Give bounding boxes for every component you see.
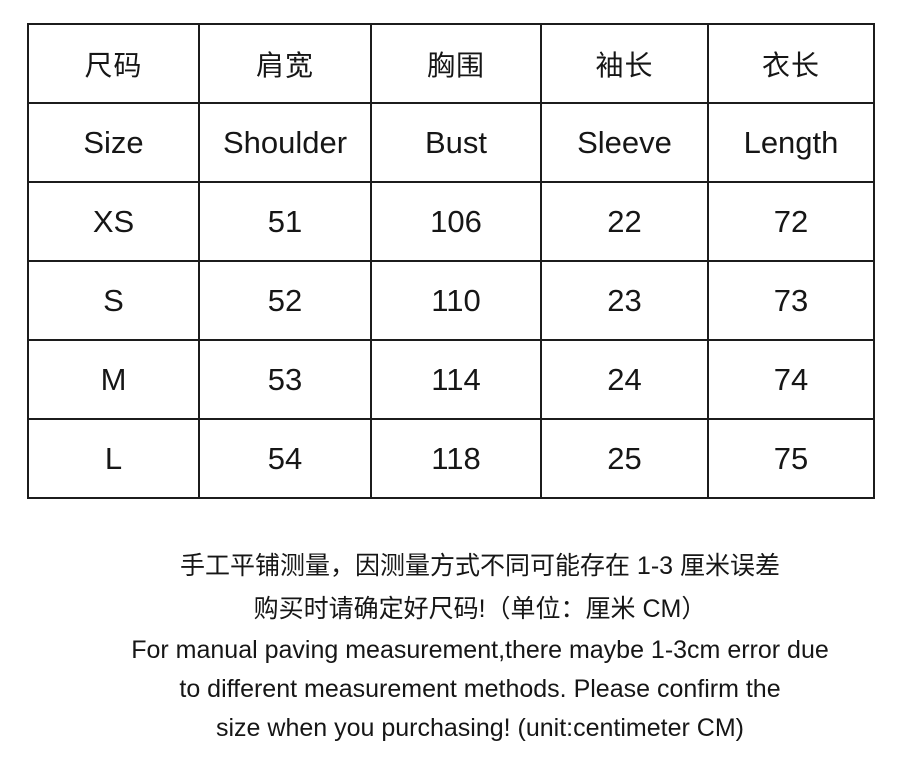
measurement-notes: 手工平铺测量，因测量方式不同可能存在 1-3 厘米误差 购买时请确定好尺码!（单… [0,545,900,748]
header-zh-size: 尺码 [27,23,200,104]
header-en-length: Length [707,102,875,183]
table-row-xs: XS 51 106 22 72 [27,181,875,262]
cell-m-sleeve: 24 [540,339,709,420]
header-zh-shoulder: 肩宽 [198,23,372,104]
header-zh-length: 衣长 [707,23,875,104]
cell-l-size: L [27,418,200,499]
note-line-en-2: to different measurement methods. Please… [179,675,781,703]
table-row-l: L 54 118 25 75 [27,418,875,499]
cell-s-shoulder: 52 [198,260,372,341]
cell-s-sleeve: 23 [540,260,709,341]
cell-l-shoulder: 54 [198,418,372,499]
cell-xs-shoulder: 51 [198,181,372,262]
header-en-size: Size [27,102,200,183]
cell-l-length: 75 [707,418,875,499]
cell-l-bust: 118 [370,418,542,499]
size-chart-table: 尺码 肩宽 胸围 袖长 衣长 Size Shoulder Bust Sleeve… [27,23,875,499]
note-line-en-3: size when you purchasing! (unit:centimet… [215,714,744,742]
header-en-bust: Bust [370,102,542,183]
header-zh-bust: 胸围 [370,23,542,104]
header-row-en: Size Shoulder Bust Sleeve Length [27,102,875,183]
header-en-sleeve: Sleeve [540,102,709,183]
cell-m-shoulder: 53 [198,339,372,420]
table-row-s: S 52 110 23 73 [27,260,875,341]
header-en-shoulder: Shoulder [198,102,372,183]
cell-m-length: 74 [707,339,875,420]
cell-xs-size: XS [27,181,200,262]
header-row-zh: 尺码 肩宽 胸围 袖长 衣长 [27,23,875,104]
cell-m-size: M [27,339,200,420]
table-row-m: M 53 114 24 74 [27,339,875,420]
cell-xs-length: 72 [707,181,875,262]
cell-l-sleeve: 25 [540,418,709,499]
cell-s-bust: 110 [370,260,542,341]
header-zh-sleeve: 袖长 [540,23,709,104]
cell-xs-bust: 106 [370,181,542,262]
cell-s-length: 73 [707,260,875,341]
cell-s-size: S [27,260,200,341]
size-chart-container: 尺码 肩宽 胸围 袖长 衣长 Size Shoulder Bust Sleeve… [27,23,875,499]
note-line-en-1: For manual paving measurement,there mayb… [131,636,829,664]
note-line-zh-1: 手工平铺测量，因测量方式不同可能存在 1-3 厘米误差 [179,552,781,580]
cell-m-bust: 114 [370,339,542,420]
note-line-zh-2: 购买时请确定好尺码!（单位：厘米 CM） [253,595,707,623]
cell-xs-sleeve: 22 [540,181,709,262]
